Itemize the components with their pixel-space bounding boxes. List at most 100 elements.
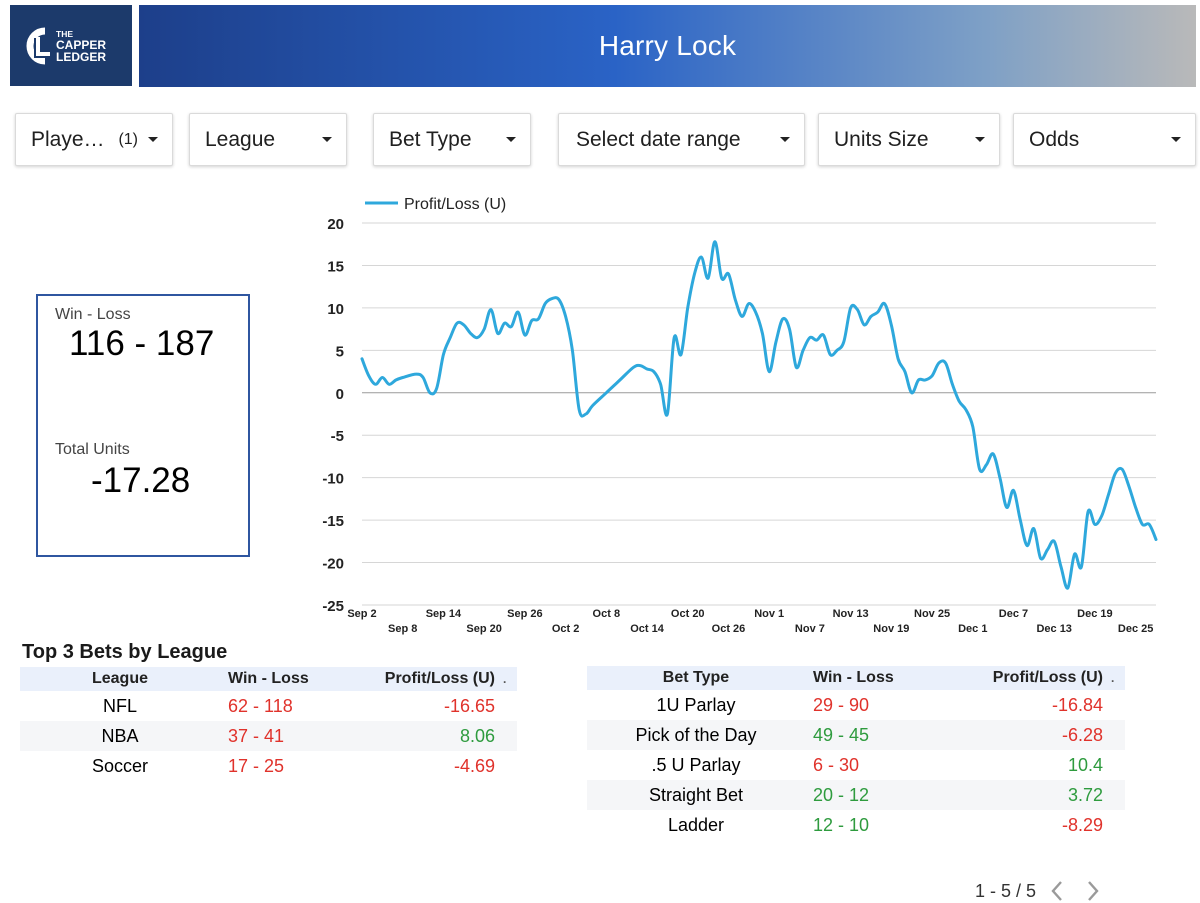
table-header-row: League Win - Loss Profit/Loss (U) . bbox=[20, 667, 517, 691]
filter-count: (1) bbox=[118, 130, 138, 148]
bet-type-table: Bet Type Win - Loss Profit/Loss (U) . 1U… bbox=[587, 666, 1125, 840]
legend-label: Profit/Loss (U) bbox=[404, 196, 506, 213]
chevron-right-icon bbox=[1088, 881, 1099, 901]
chart-legend: Profit/Loss (U) bbox=[365, 196, 506, 213]
win-loss-cell: 37 - 41 bbox=[220, 721, 345, 751]
bet-type-filter-dropdown[interactable]: Bet Type bbox=[373, 113, 531, 166]
win-loss-cell: 12 - 10 bbox=[813, 814, 870, 835]
filter-label: League bbox=[205, 127, 276, 151]
y-tick-label: 10 bbox=[327, 301, 344, 318]
x-tick-label: Dec 13 bbox=[1036, 623, 1071, 635]
date-range-filter-dropdown[interactable]: Select date range bbox=[558, 113, 805, 166]
filter-label: Odds bbox=[1029, 127, 1080, 151]
column-header-win-loss[interactable]: Win - Loss bbox=[805, 666, 955, 690]
bet-type-row: Ladder 12 - 10 -8.29 bbox=[587, 810, 1125, 840]
caret-down-icon bbox=[506, 137, 516, 142]
page-title: Harry Lock bbox=[598, 30, 737, 61]
win-loss-cell: 6 - 30 bbox=[813, 754, 860, 775]
win-loss-value: 116 - 187 bbox=[69, 324, 215, 363]
column-header-profit-loss[interactable]: Profit/Loss (U) bbox=[955, 666, 1111, 690]
logo-line-1: THE bbox=[56, 29, 73, 39]
y-tick-label: -15 bbox=[322, 513, 344, 530]
row-name-cell: NFL bbox=[102, 695, 137, 716]
column-header-marker: . bbox=[1111, 666, 1125, 690]
profit-loss-cell: -6.28 bbox=[955, 720, 1111, 750]
bet-type-row: Pick of the Day 49 - 45 -6.28 bbox=[587, 720, 1125, 750]
profit-loss-chart: Profit/Loss (U) 20 15 10 5 0 -5 -10 -15 -20 -25 S… bbox=[300, 185, 1170, 640]
win-loss-cell: 29 - 90 bbox=[813, 694, 870, 715]
pagination: 1 - 5 / 5 bbox=[975, 880, 1100, 902]
y-tick-label: 20 bbox=[327, 216, 344, 233]
profit-loss-chart-svg: Profit/Loss (U) 20 15 10 5 0 -5 -10 -15 -20 -25 S… bbox=[322, 196, 1158, 635]
x-tick-label: Sep 20 bbox=[466, 623, 501, 635]
player-filter-dropdown[interactable]: Playe… (1) bbox=[15, 113, 173, 166]
x-tick-label: Nov 7 bbox=[795, 623, 825, 635]
profit-loss-cell: 3.72 bbox=[955, 780, 1111, 810]
bet-type-row: .5 U Parlay 6 - 30 10.4 bbox=[587, 750, 1125, 780]
row-name-cell: .5 U Parlay bbox=[651, 754, 741, 775]
x-tick-label: Oct 2 bbox=[552, 623, 580, 635]
x-tick-label: Sep 14 bbox=[426, 608, 462, 620]
header-banner: Harry Lock bbox=[139, 5, 1196, 87]
next-page-button[interactable] bbox=[1086, 880, 1100, 902]
scorecard: Win - Loss 116 - 187 Total Units -17.28 bbox=[36, 294, 250, 557]
row-name-cell: Ladder bbox=[667, 814, 725, 835]
win-loss-cell: 20 - 12 bbox=[805, 780, 955, 810]
league-row: NFL 62 - 118 -16.65 bbox=[20, 691, 517, 721]
column-header-bet-type[interactable]: Bet Type bbox=[587, 666, 805, 690]
x-tick-label: Oct 14 bbox=[630, 623, 665, 635]
x-tick-label: Sep 8 bbox=[388, 623, 417, 635]
profit-loss-cell: -16.84 bbox=[1051, 694, 1103, 715]
win-loss-cell: 49 - 45 bbox=[805, 720, 955, 750]
x-tick-label: Nov 1 bbox=[754, 608, 784, 620]
bet-type-row: 1U Parlay 29 - 90 -16.84 bbox=[587, 690, 1125, 720]
row-name-cell: NBA bbox=[20, 721, 220, 751]
logo-line-2: CAPPER bbox=[56, 38, 106, 52]
x-tick-label: Nov 19 bbox=[873, 623, 909, 635]
caret-down-icon bbox=[322, 137, 332, 142]
total-units-value: -17.28 bbox=[91, 461, 191, 500]
x-tick-label: Dec 1 bbox=[958, 623, 987, 635]
previous-page-button[interactable] bbox=[1050, 880, 1064, 902]
x-tick-label: Dec 19 bbox=[1077, 608, 1112, 620]
row-name-cell: Soccer bbox=[91, 755, 149, 776]
column-header-profit-loss[interactable]: Profit/Loss (U) bbox=[345, 667, 503, 691]
profit-loss-cell: -8.29 bbox=[1061, 814, 1103, 835]
units-size-filter-dropdown[interactable]: Units Size bbox=[818, 113, 1000, 166]
table-header-row: Bet Type Win - Loss Profit/Loss (U) . bbox=[587, 666, 1125, 690]
win-loss-label: Win - Loss bbox=[55, 306, 131, 323]
filter-label: Playe… bbox=[31, 127, 105, 151]
x-tick-label: Nov 13 bbox=[833, 608, 869, 620]
x-tick-label: Oct 8 bbox=[593, 608, 621, 620]
capper-ledger-logo-icon: THE CAPPER LEDGER bbox=[26, 27, 106, 64]
win-loss-cell: 62 - 118 bbox=[228, 695, 293, 716]
x-tick-label: Sep 26 bbox=[507, 608, 542, 620]
caret-down-icon bbox=[1171, 137, 1181, 142]
y-tick-label: 15 bbox=[327, 258, 344, 275]
x-tick-label: Nov 25 bbox=[914, 608, 950, 620]
filter-label: Units Size bbox=[834, 127, 929, 151]
spacer-cell bbox=[1111, 750, 1125, 780]
profit-loss-series-line bbox=[360, 240, 1158, 590]
column-header-win-loss[interactable]: Win - Loss bbox=[220, 667, 345, 691]
league-row: NBA 37 - 41 8.06 bbox=[20, 721, 517, 751]
y-tick-label: -10 bbox=[322, 471, 344, 488]
spacer-cell bbox=[1111, 810, 1125, 840]
filter-label: Select date range bbox=[576, 127, 741, 151]
y-tick-label: 0 bbox=[336, 386, 344, 403]
league-filter-dropdown[interactable]: League bbox=[189, 113, 347, 166]
y-tick-label: -5 bbox=[331, 428, 344, 445]
total-units-label: Total Units bbox=[55, 441, 130, 458]
caret-down-icon bbox=[148, 137, 158, 142]
spacer-cell bbox=[503, 721, 517, 751]
spacer-cell bbox=[503, 751, 517, 781]
x-tick-label: Sep 2 bbox=[347, 608, 376, 620]
column-header-league[interactable]: League bbox=[20, 667, 220, 691]
caret-down-icon bbox=[780, 137, 790, 142]
column-header-marker: . bbox=[503, 667, 517, 691]
chevron-left-icon bbox=[1051, 881, 1062, 901]
profit-loss-cell: 10.4 bbox=[1067, 754, 1103, 775]
bet-type-row: Straight Bet 20 - 12 3.72 bbox=[587, 780, 1125, 810]
odds-filter-dropdown[interactable]: Odds bbox=[1013, 113, 1196, 166]
profit-loss-cell: 8.06 bbox=[345, 721, 503, 751]
